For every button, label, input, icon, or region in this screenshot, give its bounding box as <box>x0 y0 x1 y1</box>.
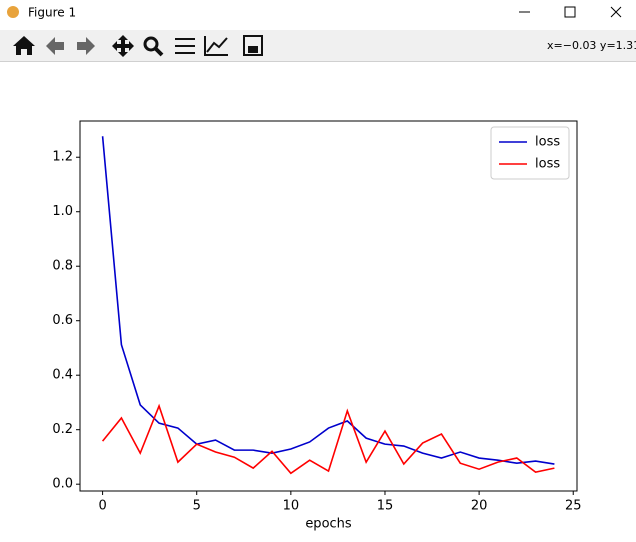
maximize-button[interactable] <box>564 6 576 18</box>
loss-line <box>101 136 555 465</box>
x-tick-label: 0 <box>98 499 106 514</box>
y-tick-label: 0.2 <box>52 422 73 437</box>
save-icon-part <box>248 46 258 53</box>
y-tick-label: 0.6 <box>52 313 73 328</box>
save-button[interactable] <box>243 35 263 56</box>
y-tick-label: 1.2 <box>52 150 73 165</box>
x-tick-label: 10 <box>283 499 300 514</box>
toolbar <box>0 30 636 62</box>
back-button[interactable] <box>46 37 64 55</box>
zoom-handle <box>153 46 164 57</box>
app-icon <box>7 6 19 18</box>
x-tick-label: 25 <box>565 499 582 514</box>
window-title: Figure 1 <box>28 6 76 20</box>
plot: 0.0 0.2 0.4 0.6 0.8 1.0 1.2 0 5 10 15 20 25 epochs los… <box>52 120 582 532</box>
axes-button[interactable] <box>204 36 228 56</box>
y-tick-label: 0.8 <box>52 259 73 274</box>
axes-frame <box>79 120 578 492</box>
legend-label: loss <box>535 135 560 150</box>
zoom-button[interactable] <box>143 36 159 52</box>
loss-line <box>101 403 555 475</box>
legend-label: loss <box>535 157 560 172</box>
y-tick-label: 1.0 <box>52 204 73 219</box>
close-button[interactable] <box>610 6 622 18</box>
legend-box <box>490 126 570 180</box>
x-axis-label: epochs <box>305 517 352 532</box>
title-bar <box>0 0 636 30</box>
forward-button[interactable] <box>77 37 95 55</box>
x-tick-label: 5 <box>193 499 201 514</box>
pan-button[interactable] <box>112 35 134 57</box>
y-tick-label: 0.4 <box>52 368 73 383</box>
home-button[interactable] <box>13 36 35 55</box>
x-tick-label: 20 <box>471 499 488 514</box>
y-tick-label: 0.0 <box>52 477 73 492</box>
x-tick-label: 15 <box>377 499 394 514</box>
subplots-button[interactable] <box>175 38 195 54</box>
cursor-coordinates: x=−0.03 y=1.316 <box>547 39 636 52</box>
